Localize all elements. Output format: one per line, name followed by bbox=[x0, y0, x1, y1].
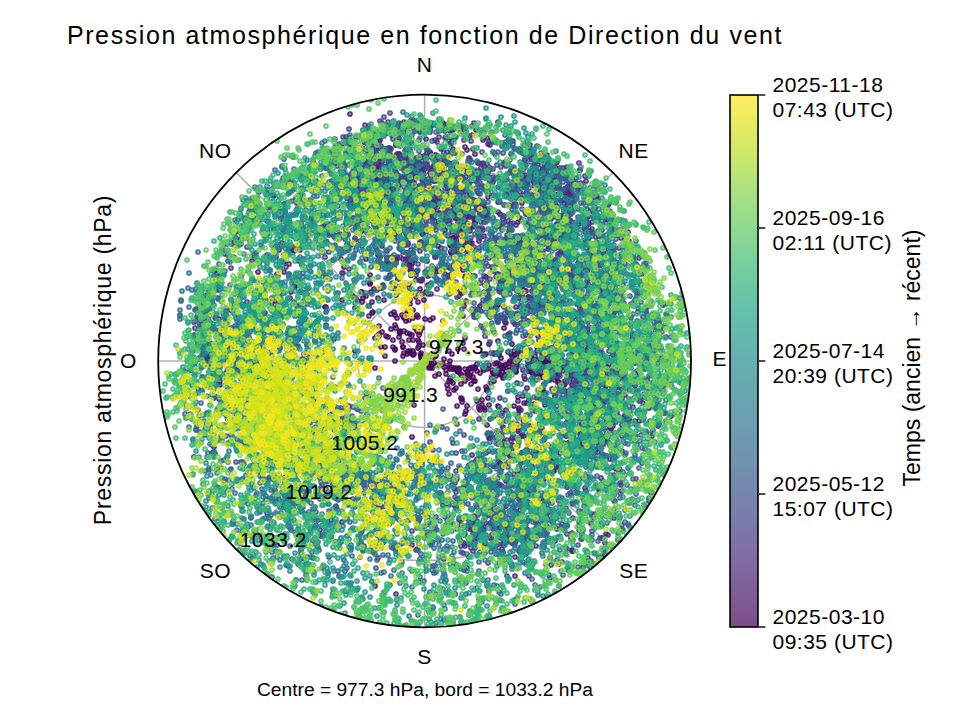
svg-text:Pression atmosphérique en fonc: Pression atmosphérique en fonction de Di… bbox=[67, 21, 783, 49]
svg-text:2025-09-16: 2025-09-16 bbox=[773, 206, 885, 229]
svg-text:977.3: 977.3 bbox=[429, 335, 484, 358]
svg-text:07:43 (UTC): 07:43 (UTC) bbox=[773, 98, 894, 121]
svg-text:2025-07-14: 2025-07-14 bbox=[773, 339, 885, 362]
svg-text:991.3: 991.3 bbox=[383, 383, 438, 406]
svg-text:09:35 (UTC): 09:35 (UTC) bbox=[773, 630, 894, 653]
svg-text:SE: SE bbox=[619, 559, 648, 582]
svg-text:SO: SO bbox=[200, 559, 231, 582]
svg-text:S: S bbox=[417, 645, 432, 668]
svg-text:02:11 (UTC): 02:11 (UTC) bbox=[773, 231, 892, 254]
svg-text:Centre = 977.3 hPa, bord = 103: Centre = 977.3 hPa, bord = 1033.2 hPa bbox=[257, 679, 593, 700]
svg-text:20:39 (UTC): 20:39 (UTC) bbox=[773, 364, 894, 387]
svg-text:N: N bbox=[417, 53, 433, 76]
svg-text:1033.2: 1033.2 bbox=[240, 528, 307, 551]
svg-text:1019.2: 1019.2 bbox=[285, 480, 352, 503]
svg-text:NE: NE bbox=[619, 139, 649, 162]
svg-text:2025-03-10: 2025-03-10 bbox=[773, 605, 885, 628]
svg-text:2025-05-12: 2025-05-12 bbox=[773, 472, 885, 495]
svg-text:O: O bbox=[120, 349, 137, 372]
svg-text:Temps (ancien → récent): Temps (ancien → récent) bbox=[899, 230, 925, 487]
svg-text:1005.2: 1005.2 bbox=[331, 431, 398, 454]
svg-text:E: E bbox=[713, 347, 728, 370]
svg-text:2025-11-18: 2025-11-18 bbox=[773, 73, 884, 96]
svg-text:NO: NO bbox=[199, 139, 232, 162]
svg-text:15:07 (UTC): 15:07 (UTC) bbox=[773, 497, 894, 520]
svg-text:Pression atmosphérique (hPa): Pression atmosphérique (hPa) bbox=[90, 195, 116, 525]
